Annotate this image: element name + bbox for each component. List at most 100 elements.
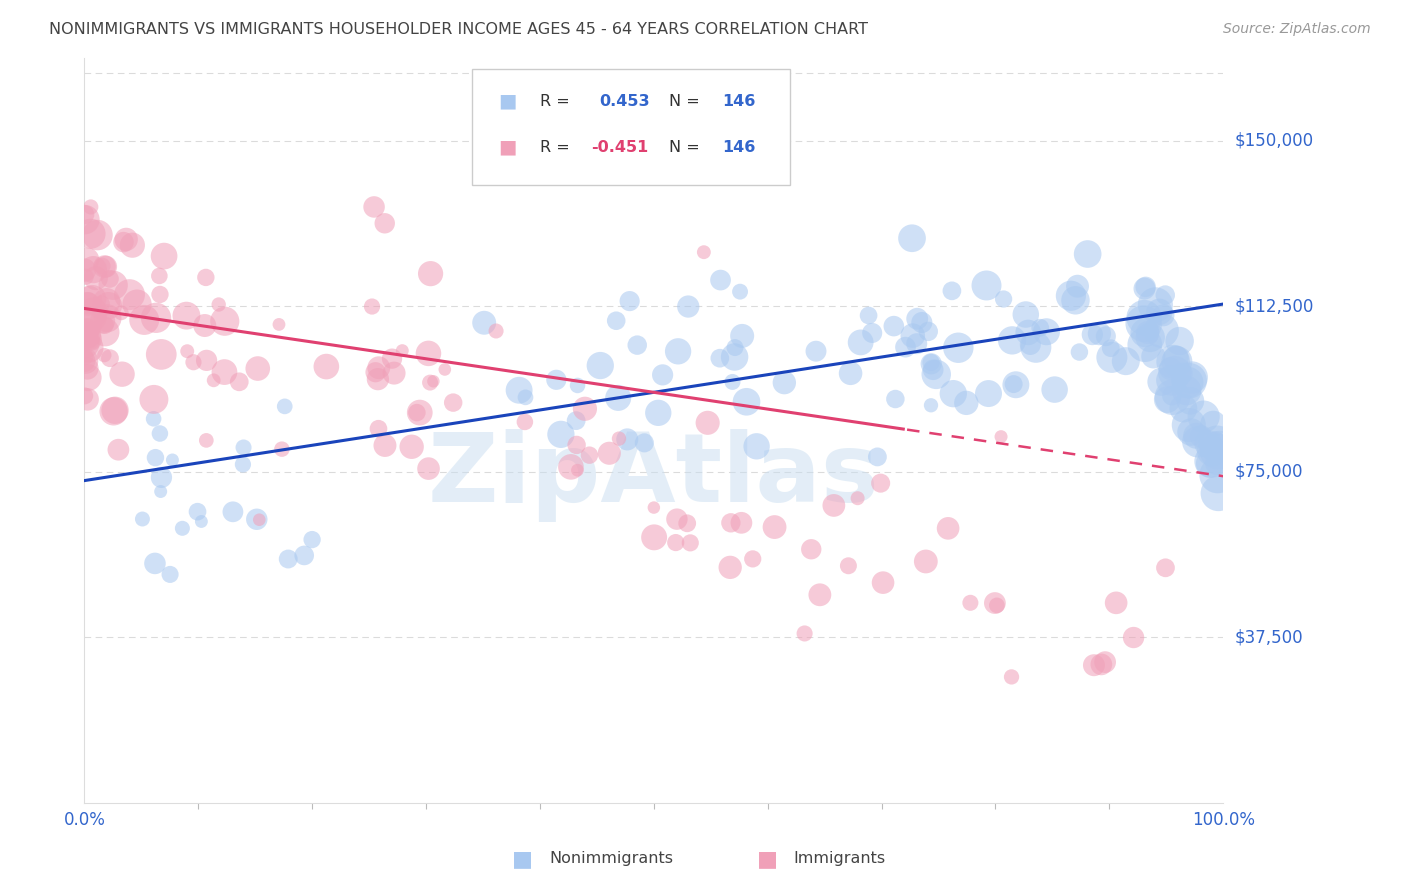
Point	[976, 278, 998, 293]
Point	[153, 249, 176, 263]
Point	[643, 530, 665, 544]
Point	[920, 398, 942, 412]
Point	[1099, 341, 1122, 355]
Point	[1000, 670, 1022, 684]
Point	[79, 292, 101, 306]
Point	[977, 386, 1000, 401]
Text: -0.451: -0.451	[591, 140, 648, 155]
Point	[1175, 384, 1198, 398]
Point	[73, 389, 96, 403]
Point	[382, 366, 405, 380]
Point	[1150, 324, 1173, 338]
Point	[1205, 436, 1227, 450]
Point	[292, 549, 315, 563]
Point	[94, 318, 117, 332]
Point	[607, 391, 630, 405]
Point	[905, 311, 928, 326]
Point	[1001, 334, 1024, 348]
Point	[651, 368, 673, 382]
Point	[1083, 658, 1105, 673]
Point	[1152, 308, 1174, 322]
Point	[118, 287, 141, 301]
Point	[1164, 351, 1187, 366]
Point	[94, 325, 117, 339]
Point	[1154, 561, 1177, 575]
Point	[515, 390, 537, 404]
Point	[860, 326, 883, 340]
Point	[142, 411, 165, 425]
Point	[367, 422, 389, 436]
Point	[839, 367, 862, 381]
Point	[433, 362, 456, 376]
Text: ZipAtlas: ZipAtlas	[427, 428, 880, 522]
Point	[103, 404, 125, 418]
Point	[1101, 351, 1123, 365]
Point	[565, 438, 588, 452]
Point	[125, 297, 148, 311]
Point	[246, 361, 269, 376]
Point	[633, 435, 655, 450]
Point	[1187, 434, 1209, 449]
Point	[186, 505, 208, 519]
Point	[75, 323, 97, 337]
Point	[77, 318, 100, 333]
Point	[194, 318, 217, 333]
Point	[232, 458, 254, 472]
Point	[1156, 392, 1178, 407]
Point	[98, 272, 121, 286]
Point	[1173, 401, 1195, 416]
Point	[1115, 354, 1137, 368]
Point	[87, 304, 110, 318]
Point	[1177, 376, 1199, 390]
Point	[121, 238, 143, 252]
Point	[808, 588, 831, 602]
Point	[936, 521, 959, 535]
Point	[172, 521, 194, 535]
Point	[222, 505, 245, 519]
Text: $112,500: $112,500	[1234, 297, 1313, 315]
Point	[741, 552, 763, 566]
Point	[901, 231, 924, 245]
Point	[718, 560, 741, 574]
Text: $37,500: $37,500	[1234, 628, 1303, 647]
Point	[104, 403, 127, 417]
Point	[277, 552, 299, 566]
Point	[195, 353, 218, 368]
Point	[846, 491, 869, 506]
Point	[914, 554, 936, 568]
Point	[148, 268, 170, 283]
Point	[565, 414, 588, 428]
Point	[1015, 308, 1038, 322]
Point	[367, 372, 389, 386]
Point	[1035, 325, 1057, 339]
Point	[730, 516, 752, 530]
Point	[1161, 390, 1184, 404]
Point	[409, 406, 432, 420]
Text: ■: ■	[512, 848, 533, 869]
Point	[208, 297, 231, 311]
Point	[922, 363, 945, 377]
Point	[574, 401, 596, 416]
Point	[1206, 444, 1229, 458]
Point	[724, 341, 747, 355]
Point	[823, 499, 845, 513]
Point	[678, 300, 700, 314]
Point	[1199, 457, 1222, 471]
Point	[1149, 305, 1171, 319]
Point	[422, 374, 444, 388]
Point	[894, 340, 917, 354]
Point	[75, 269, 97, 284]
Point	[735, 394, 758, 409]
Point	[1171, 367, 1194, 381]
Point	[1161, 355, 1184, 369]
Point	[76, 361, 98, 376]
Point	[183, 355, 205, 369]
Point	[145, 310, 167, 325]
Point	[76, 392, 98, 407]
Point	[82, 292, 104, 306]
Point	[406, 406, 429, 420]
Point	[1142, 349, 1164, 363]
Point	[1197, 437, 1219, 451]
Text: ■: ■	[498, 138, 516, 157]
Point	[942, 386, 965, 401]
